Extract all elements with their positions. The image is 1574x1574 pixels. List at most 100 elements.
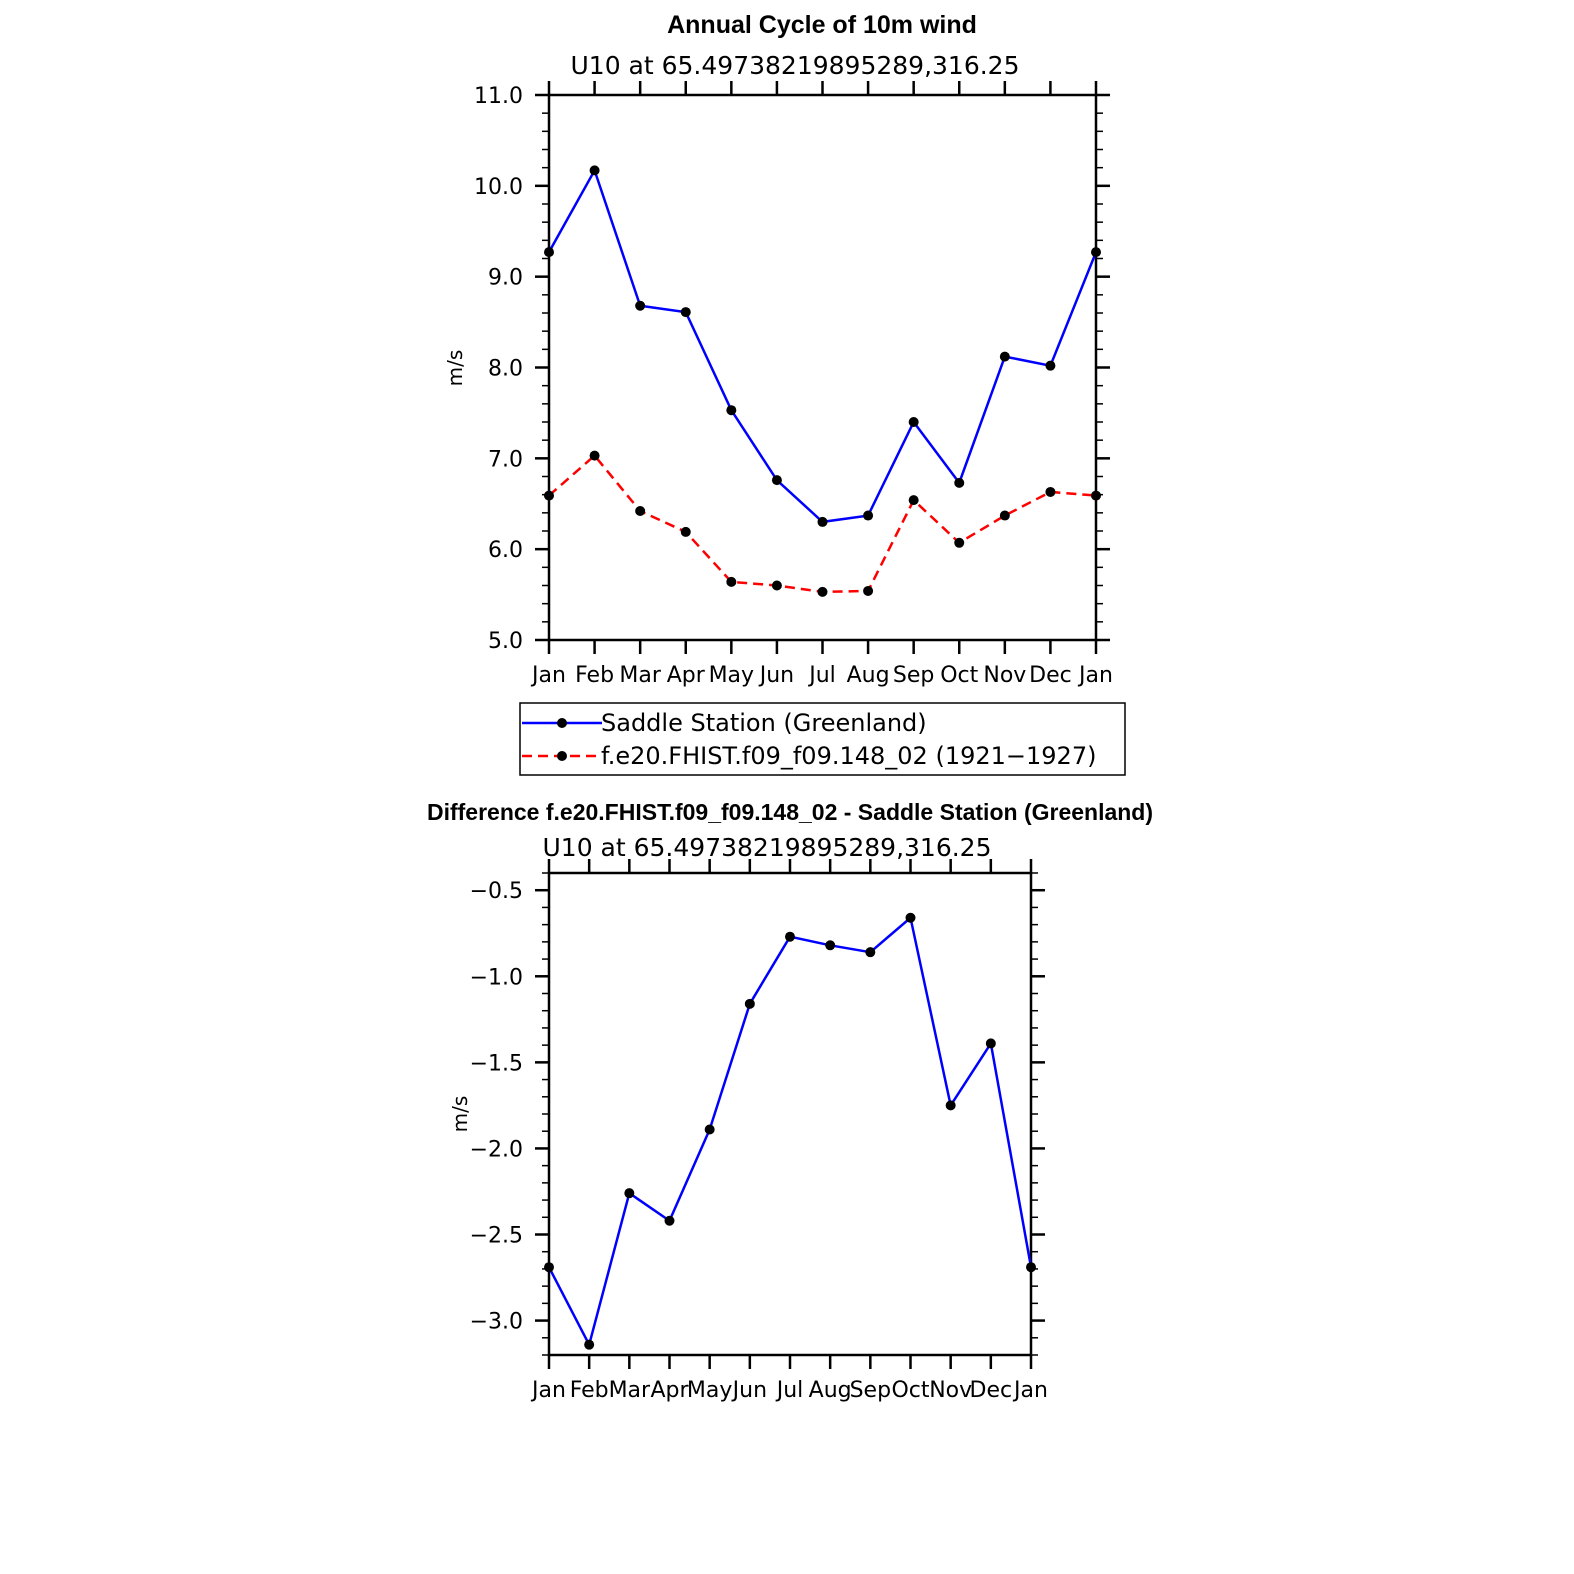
data-point [985, 1038, 996, 1049]
x-tick-label: Jan [530, 663, 566, 688]
data-point [726, 405, 737, 416]
x-tick-label: Jun [758, 663, 794, 688]
data-point [1045, 360, 1056, 371]
chart1-series [544, 165, 1101, 597]
chart2-ylabel: m/s [448, 1096, 472, 1133]
plot-frame [547, 93, 1098, 642]
data-point [1091, 247, 1101, 258]
y-tick-label: −2.0 [470, 1137, 523, 1162]
legend-marker-saddle [557, 718, 567, 728]
y-tick-label: 6.0 [488, 538, 523, 563]
x-tick-label: Sep [850, 1378, 891, 1403]
legend-marker-model [557, 751, 567, 761]
x-tick-label: Dec [1029, 663, 1072, 688]
y-tick-label: 10.0 [474, 175, 523, 200]
data-point [664, 1215, 675, 1226]
data-point [954, 537, 965, 548]
series-line-0 [547, 167, 1098, 524]
y-tick-label: −2.5 [470, 1224, 523, 1249]
data-point [680, 307, 691, 318]
chart2-subtitle: U10 at 65.49738219895289,316.25 [543, 833, 992, 862]
chart1-ylabel: m/s [443, 350, 467, 387]
y-tick-label: 9.0 [488, 266, 523, 291]
data-point [908, 495, 919, 506]
x-tick-label: Jun [731, 1378, 767, 1403]
data-point [704, 1124, 715, 1135]
x-tick-label: Apr [650, 1378, 689, 1403]
x-tick-label: May [709, 663, 754, 688]
data-point [771, 475, 782, 486]
x-tick-label: Oct [891, 1378, 929, 1403]
legend-label-saddle: Saddle Station (Greenland) [601, 709, 927, 737]
data-point [817, 586, 828, 597]
annual-cycle-chart: Annual Cycle of 10m wind U10 at 65.49738… [443, 11, 1126, 776]
data-point [544, 1262, 554, 1273]
chart1-axes: Jan Feb Mar Apr May Jun Jul Aug Sep Oct Nov Dec Jan5… [474, 81, 1113, 688]
chart2-series [544, 912, 1036, 1350]
data-point [624, 1188, 635, 1199]
y-tick-label: −1.5 [470, 1051, 523, 1076]
data-point [905, 912, 916, 923]
x-tick-label: Nov [983, 663, 1026, 688]
data-point [771, 580, 782, 591]
data-point [999, 351, 1010, 362]
data-point [863, 510, 874, 521]
y-tick-label: −0.5 [470, 879, 523, 904]
chart1-legend: Saddle Station (Greenland) f.e20.FHIST.f… [519, 702, 1126, 776]
y-tick-label: 8.0 [488, 357, 523, 382]
x-tick-label: Dec [970, 1378, 1013, 1403]
legend-box [519, 702, 1126, 776]
data-point [589, 165, 600, 176]
x-tick-label: Mar [609, 1378, 651, 1403]
legend-label-model: f.e20.FHIST.f09_f09.148_02 (1921−1927) [601, 742, 1096, 770]
data-point [999, 510, 1010, 521]
data-point [1045, 486, 1056, 497]
data-point [863, 585, 874, 596]
data-point [954, 477, 965, 488]
data-point [726, 576, 737, 587]
data-point [817, 516, 828, 527]
data-point [1091, 490, 1101, 501]
y-tick-label: −3.0 [470, 1310, 523, 1335]
y-tick-label: 5.0 [488, 629, 523, 654]
x-tick-label: Mar [619, 663, 661, 688]
data-point [680, 526, 691, 537]
x-tick-label: Feb [575, 663, 614, 688]
data-point [908, 417, 919, 427]
chart2-title: Difference f.e20.FHIST.f09_f09.148_02 - … [427, 799, 1153, 825]
x-tick-label: Jul [807, 663, 836, 688]
difference-chart: Difference f.e20.FHIST.f09_f09.148_02 - … [427, 799, 1153, 1403]
data-point [785, 931, 795, 942]
data-point [635, 300, 646, 311]
data-point [544, 490, 554, 501]
data-point [584, 1339, 595, 1350]
x-tick-label: Feb [570, 1378, 609, 1403]
data-point [1026, 1262, 1036, 1273]
x-tick-label: Aug [809, 1378, 852, 1403]
chart1-title: Annual Cycle of 10m wind [667, 11, 977, 39]
data-point [589, 450, 600, 461]
plot-frame [547, 871, 1033, 1357]
x-tick-label: Sep [893, 663, 934, 688]
series-line-0 [547, 915, 1033, 1349]
data-point [825, 940, 836, 951]
x-tick-label: Aug [847, 663, 890, 688]
x-tick-label: Oct [940, 663, 978, 688]
x-tick-label: Apr [667, 663, 706, 688]
y-tick-label: −1.0 [470, 965, 523, 990]
x-tick-label: Jan [530, 1378, 566, 1403]
chart1-subtitle: U10 at 65.49738219895289,316.25 [571, 51, 1020, 80]
y-tick-label: 7.0 [488, 447, 523, 472]
data-point [865, 947, 876, 958]
x-tick-label: Jan [1077, 663, 1113, 688]
x-tick-label: Jul [775, 1378, 804, 1403]
x-tick-label: Jan [1012, 1378, 1048, 1403]
data-point [945, 1100, 956, 1111]
x-tick-label: May [687, 1378, 732, 1403]
data-point [544, 247, 554, 258]
data-point [635, 506, 646, 517]
x-tick-label: Nov [929, 1378, 972, 1403]
data-point [744, 998, 755, 1009]
